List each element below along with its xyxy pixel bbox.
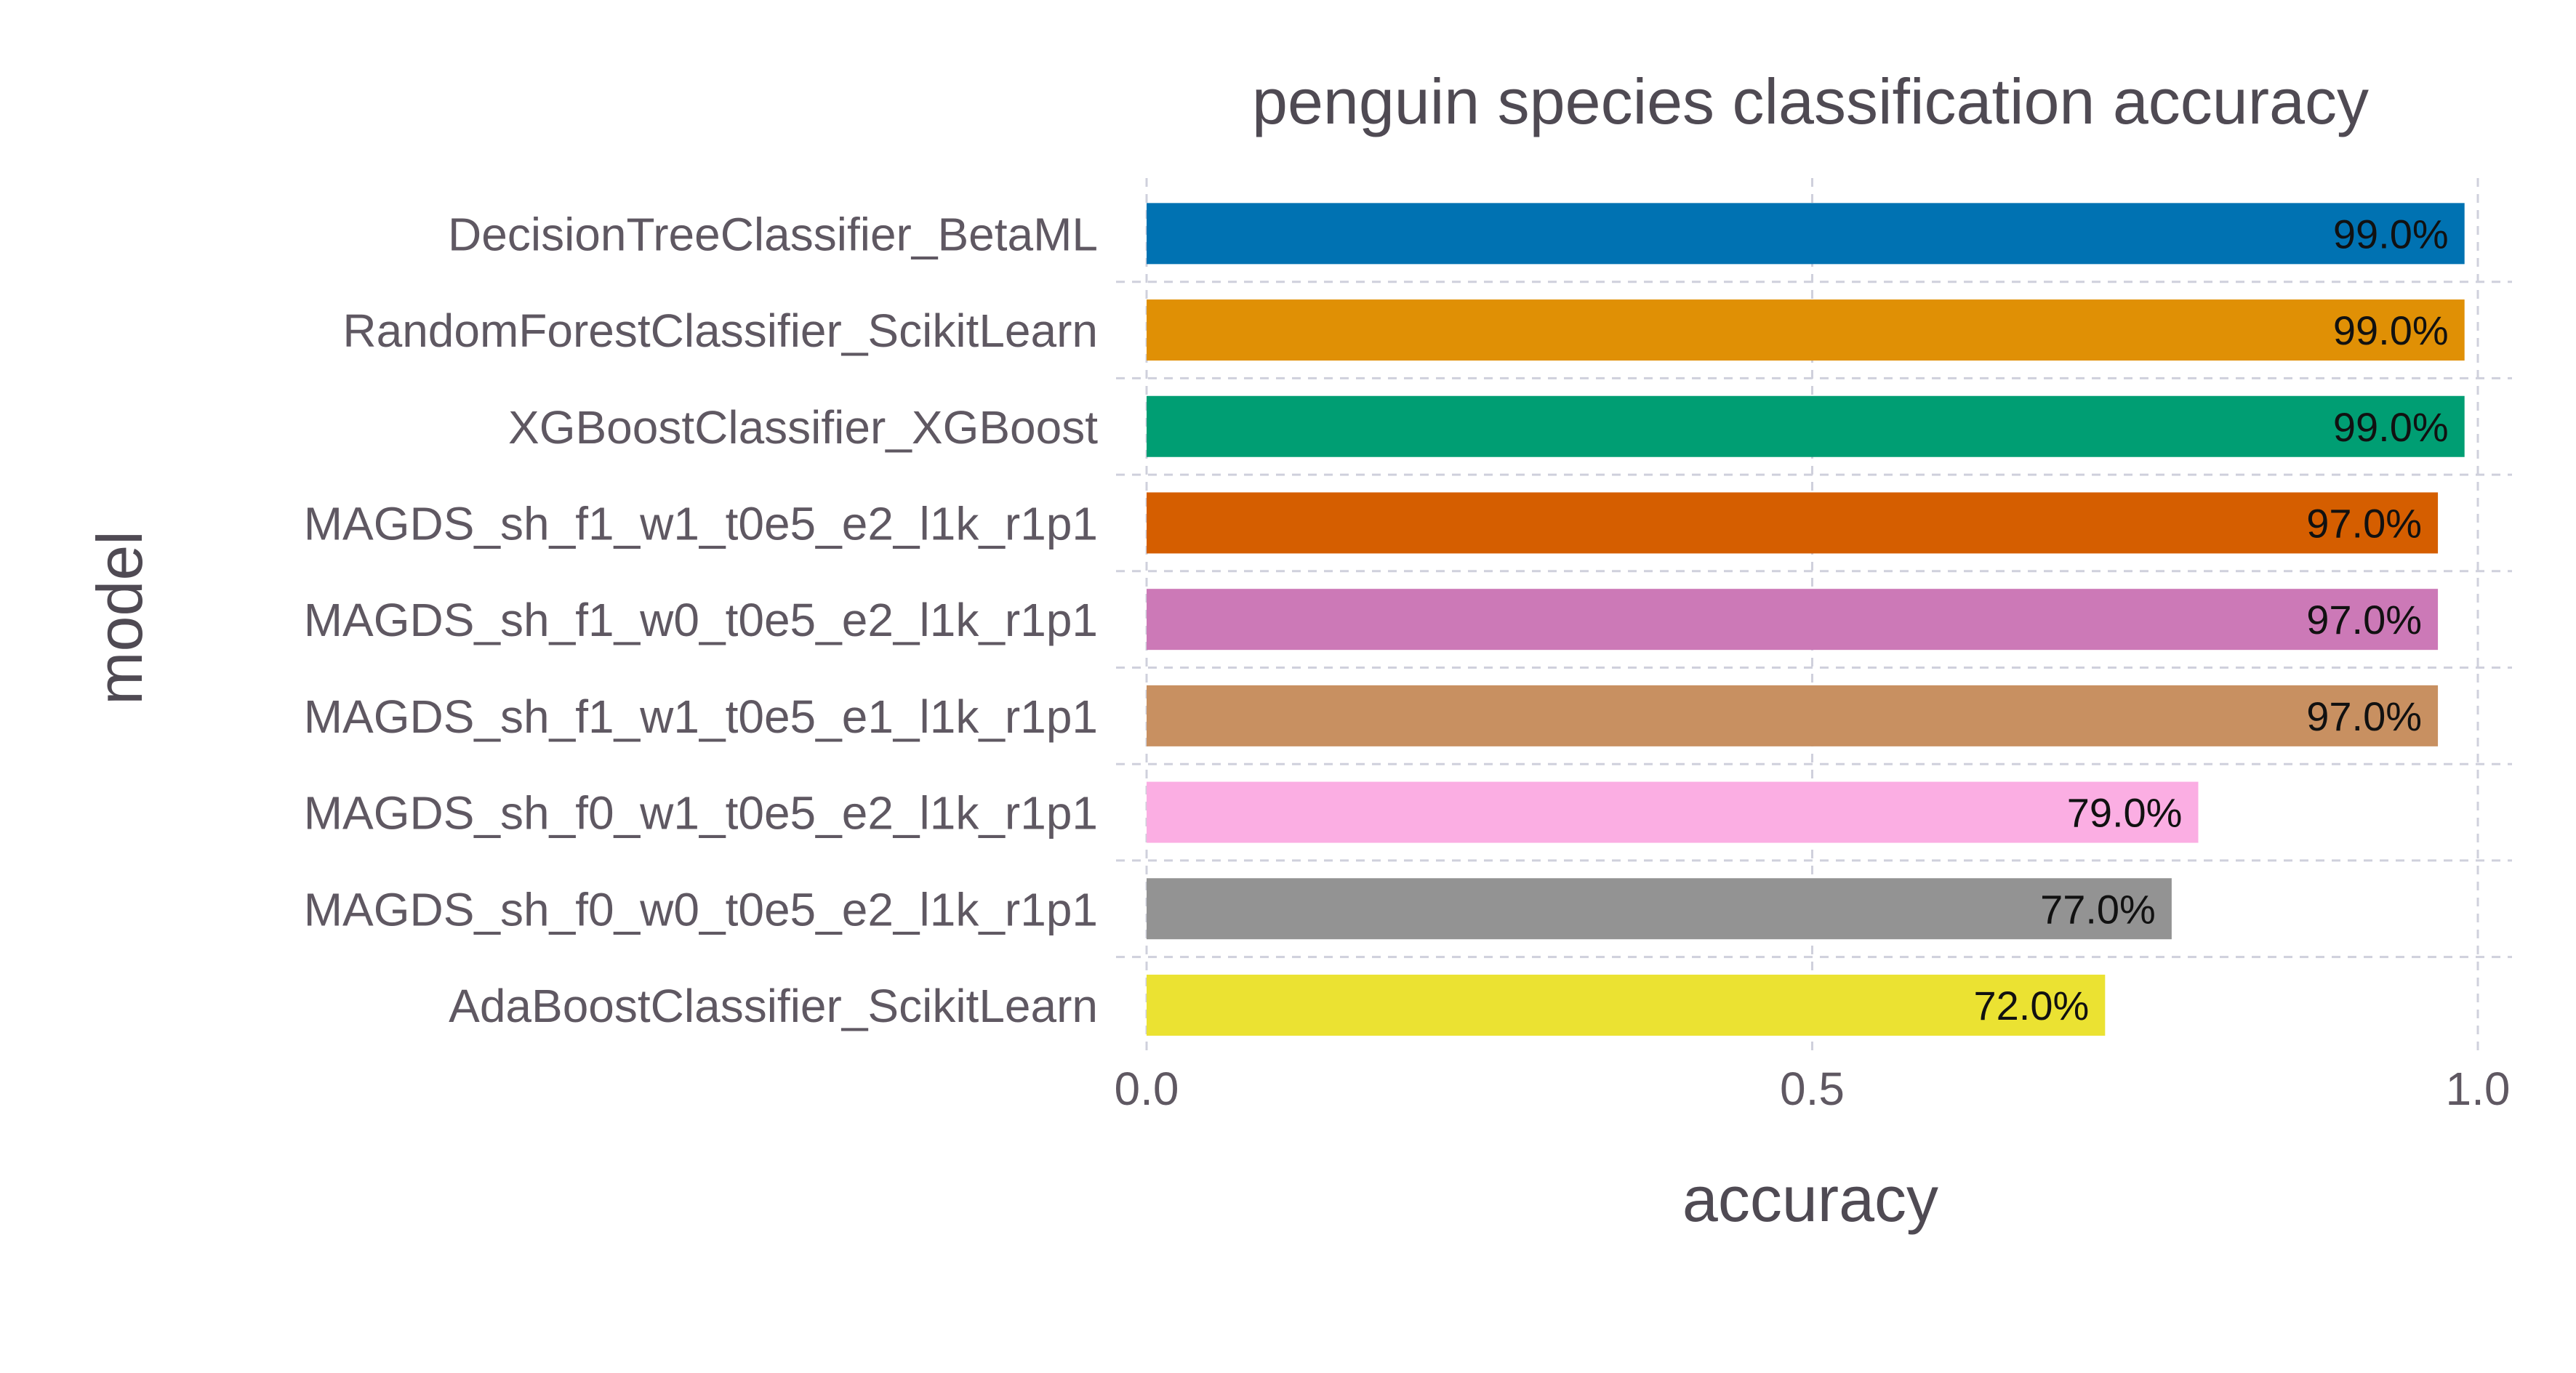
bar: [1147, 395, 2465, 457]
bar: [1147, 203, 2465, 265]
y-tick-label: XGBoostClassifier_XGBoost: [508, 401, 1098, 454]
bar-value-label: 79.0%: [2067, 790, 2183, 836]
y-tick-label: DecisionTreeClassifier_BetaML: [448, 208, 1098, 260]
y-tick-label: MAGDS_sh_f0_w1_t0e5_e2_l1k_r1p1: [304, 787, 1098, 839]
bar-value-label: 77.0%: [2040, 886, 2156, 932]
y-axis-title: model: [84, 531, 156, 705]
grid-lines: [1116, 178, 2512, 1050]
y-tick-label: RandomForestClassifier_ScikitLearn: [342, 305, 1098, 357]
y-tick-label: MAGDS_sh_f1_w1_t0e5_e1_l1k_r1p1: [304, 690, 1098, 743]
bar-value-label: 97.0%: [2306, 693, 2422, 739]
y-tick-label: MAGDS_sh_f1_w0_t0e5_e2_l1k_r1p1: [304, 594, 1098, 646]
bars: [1147, 203, 2465, 1036]
bar: [1147, 492, 2439, 554]
bar-value-label: 99.0%: [2333, 307, 2449, 353]
x-tick-label: 0.0: [1115, 1063, 1179, 1115]
bar-labels: 99.0% 99.0% 99.0% 97.0% 97.0% 97.0% 79.0% 77.0%…: [1974, 211, 2449, 1028]
bar: [1147, 299, 2465, 361]
y-tick-labels: DecisionTreeClassifier_BetaML RandomFores…: [304, 208, 1099, 1032]
bar: [1147, 781, 2199, 843]
y-tick-label: AdaBoostClassifier_ScikitLearn: [449, 980, 1098, 1032]
x-tick-labels: 0.0 0.5 1.0: [1115, 1063, 2511, 1115]
bar-value-label: 99.0%: [2333, 404, 2449, 450]
bar-value-label: 97.0%: [2306, 500, 2422, 546]
bar-value-label: 97.0%: [2306, 597, 2422, 643]
bar: [1147, 974, 2106, 1036]
x-axis-title: accuracy: [1682, 1163, 1938, 1235]
bar: [1147, 878, 2172, 940]
y-tick-label: MAGDS_sh_f1_w1_t0e5_e2_l1k_r1p1: [304, 497, 1098, 549]
bar-value-label: 72.0%: [1974, 983, 2090, 1028]
x-tick-label: 1.0: [2446, 1063, 2511, 1115]
bar-value-label: 99.0%: [2333, 211, 2449, 257]
bar: [1147, 685, 2439, 746]
chart-title: penguin species classification accuracy: [1252, 65, 2369, 137]
y-tick-label: MAGDS_sh_f0_w0_t0e5_e2_l1k_r1p1: [304, 883, 1098, 935]
bar: [1147, 589, 2439, 651]
x-tick-label: 0.5: [1780, 1063, 1845, 1115]
